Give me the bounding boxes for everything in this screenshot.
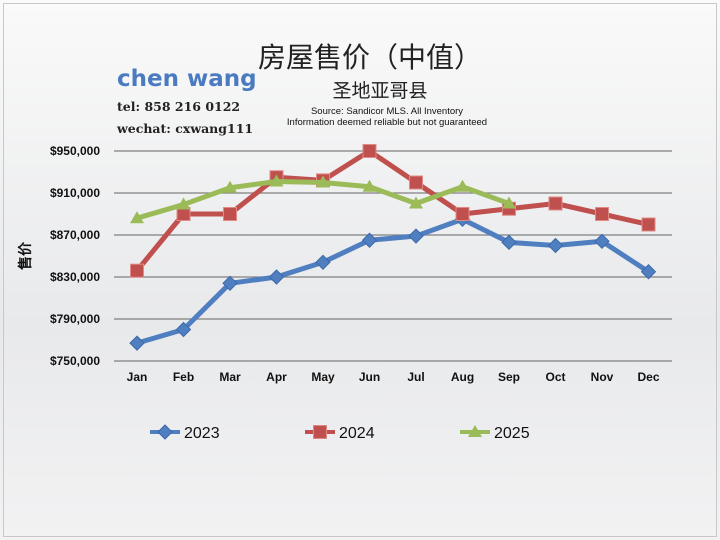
- data-point-2023: [594, 233, 610, 250]
- data-point-2024: [409, 175, 423, 190]
- page-subtitle: 圣地亚哥县: [332, 80, 428, 102]
- data-point-2024: [548, 196, 563, 211]
- y-tick-label: $790,000: [50, 312, 100, 326]
- page-title: 房屋售价（中值）: [257, 41, 482, 74]
- legend-marker-2023: [157, 424, 173, 440]
- data-point-2025: [223, 180, 237, 193]
- x-tick-label: Dec: [637, 370, 659, 384]
- data-point-2023: [175, 321, 192, 338]
- disclaimer-line: Information deemed reliable but not guar…: [286, 117, 488, 128]
- agent-name: chen wang: [117, 66, 257, 92]
- data-point-2023: [129, 335, 145, 351]
- y-tick-label: $950,000: [50, 144, 100, 158]
- y-tick-label: $750,000: [50, 354, 100, 368]
- y-axis-label: 售价: [17, 241, 34, 271]
- data-point-2025: [455, 179, 470, 192]
- data-point-2023: [408, 228, 424, 244]
- x-tick-label: Sep: [498, 370, 520, 384]
- data-point-2023: [640, 264, 657, 280]
- data-point-2025: [502, 196, 516, 209]
- legend-label-2025: 2025: [494, 425, 530, 442]
- legend-marker-2024: [313, 425, 327, 439]
- data-point-2024: [595, 207, 609, 221]
- x-tick-label: Jan: [127, 370, 148, 384]
- x-tick-label: Jul: [407, 370, 424, 384]
- data-point-2023: [222, 275, 238, 292]
- data-point-2023: [547, 237, 564, 254]
- data-point-2023: [315, 254, 331, 271]
- data-point-2025: [176, 197, 191, 210]
- x-tick-label: Oct: [545, 370, 565, 384]
- x-tick-label: Aug: [451, 370, 474, 384]
- data-point-2025: [269, 174, 284, 187]
- source-note: Source: Sandicor MLS. All Inventory Info…: [230, 106, 544, 128]
- legend-marker-2025: [468, 425, 482, 437]
- data-point-2025: [362, 179, 377, 192]
- data-point-2023: [501, 234, 517, 251]
- x-tick-label: May: [311, 370, 335, 384]
- data-point-2025: [316, 175, 330, 188]
- x-tick-label: Mar: [219, 370, 241, 384]
- series-line-2023: [136, 216, 650, 346]
- agent-wechat: wechat: cxwang111: [117, 121, 254, 136]
- y-tick-label: $870,000: [50, 228, 100, 242]
- legend-label-2023: 2023: [184, 425, 220, 442]
- y-tick-label: $910,000: [50, 186, 100, 200]
- data-point-2024: [641, 217, 656, 232]
- data-point-2024: [362, 144, 377, 158]
- legend-label-2024: 2024: [339, 425, 375, 442]
- data-point-2023: [268, 269, 285, 285]
- agent-phone: tel: 858 216 0122: [117, 99, 241, 114]
- x-tick-label: Jun: [359, 370, 380, 384]
- x-tick-label: Nov: [591, 370, 614, 384]
- x-tick-label: Feb: [173, 370, 194, 384]
- series-line-2024: [135, 148, 650, 273]
- data-point-2024: [130, 263, 144, 278]
- source-line: Source: Sandicor MLS. All Inventory: [310, 106, 464, 117]
- slide-frame: [3, 3, 717, 537]
- data-point-2024: [455, 207, 470, 221]
- data-point-2023: [361, 232, 378, 248]
- y-tick-label: $830,000: [50, 270, 100, 284]
- x-tick-label: Apr: [266, 370, 287, 384]
- data-point-2025: [130, 211, 144, 224]
- data-point-2024: [223, 207, 237, 221]
- data-point-2025: [409, 196, 423, 209]
